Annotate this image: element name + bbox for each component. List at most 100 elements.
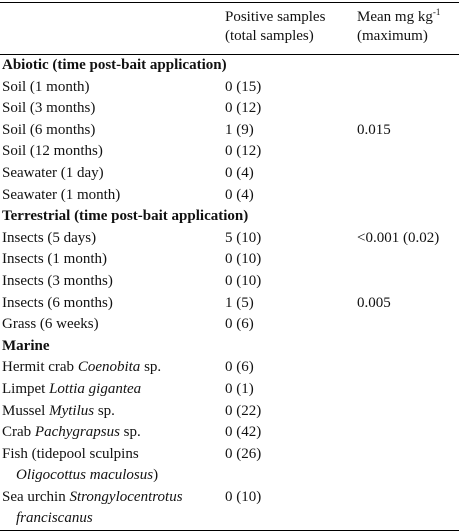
data-row: Fish (tidepool sculpins Oligocottus macul…	[0, 444, 459, 487]
positive-cell: 1 (9)	[225, 121, 254, 138]
species-name: Coenobita	[77, 359, 141, 376]
label-cell: Mussel Mytilus sp.	[0, 401, 223, 423]
label-cell: Insects (6 months)	[0, 293, 223, 315]
label-line: Soil (6 months)	[2, 120, 221, 142]
data-row: Hermit crab Coenobita sp. 0 (6)	[0, 357, 459, 379]
label-cell: Insects (5 days)	[0, 228, 223, 250]
mean-cell	[355, 487, 459, 531]
data-row: Insects (3 months) 0 (10)	[0, 271, 459, 293]
label-line: Limpet Lottia gigantea	[2, 379, 221, 401]
mean-cell: <0.001 (0.02)	[357, 229, 440, 246]
label-line: Sea urchin Strongylocentrotus	[2, 487, 221, 509]
label-text: sp.	[94, 402, 115, 419]
label-cell: Soil (6 months)	[0, 120, 223, 142]
mean-cell	[355, 357, 459, 379]
label-cell: Soil (12 months)	[0, 141, 223, 163]
header-text: Mean mg kg-1	[357, 8, 457, 27]
positive-cell: 0 (42)	[225, 424, 262, 441]
positive-cell: 0 (4)	[225, 186, 254, 203]
label-text: Soil (3 months)	[2, 100, 96, 117]
positive-cell: 1 (5)	[225, 294, 254, 311]
label-text: sp.	[140, 359, 162, 376]
label-line: Soil (12 months)	[2, 141, 221, 163]
label-line: Hermit crab Coenobita sp.	[2, 357, 221, 379]
mean-cell: 0.005	[357, 294, 391, 311]
label-text: Seawater (1 day)	[2, 164, 104, 181]
label-line: Soil (1 month)	[2, 77, 221, 99]
species-name: franciscanus	[16, 510, 93, 527]
mean-cell	[355, 77, 459, 99]
label-line: Insects (1 month)	[2, 249, 221, 271]
label-text: Fish (tidepool sculpins	[2, 445, 139, 462]
mean-cell	[355, 314, 459, 336]
mean-cell	[355, 249, 459, 271]
section-title: Terrestrial (time post-bait application)	[2, 208, 249, 225]
mean-cell	[355, 444, 459, 487]
label-line: Seawater (1 day)	[2, 163, 221, 185]
positive-cell: 0 (12)	[225, 100, 262, 117]
label-text: sp.	[119, 424, 141, 441]
positive-cell: 0 (10)	[225, 251, 262, 268]
label-line: Seawater (1 month)	[2, 185, 221, 207]
positive-cell: 0 (12)	[225, 143, 262, 160]
label-cell: Seawater (1 day)	[0, 163, 223, 185]
positive-cell: 0 (15)	[225, 78, 262, 95]
label-cell: Soil (1 month)	[0, 77, 223, 99]
species-name: Lottia gigantea	[49, 380, 142, 397]
mean-cell	[355, 379, 459, 401]
positive-cell: 0 (1)	[225, 380, 254, 397]
positive-cell: 0 (4)	[225, 164, 254, 181]
header-cell	[0, 3, 223, 55]
positive-cell: 0 (6)	[225, 316, 254, 333]
section-row: Abiotic (time post-bait application)	[0, 55, 459, 77]
data-row: Mussel Mytilus sp. 0 (22)	[0, 401, 459, 423]
label-line: Soil (3 months)	[2, 98, 221, 120]
label-line: Crab Pachygrapsus sp.	[2, 422, 221, 444]
data-row: Soil (3 months) 0 (12)	[0, 98, 459, 120]
label-cell: Insects (1 month)	[0, 249, 223, 271]
label-text: Insects (1 month)	[2, 251, 107, 268]
section-title: Abiotic (time post-bait application)	[2, 57, 227, 73]
section-row: Marine	[0, 336, 459, 358]
data-row: Insects (6 months) 1 (5) 0.005	[0, 293, 459, 315]
label-line: Mussel Mytilus sp.	[2, 401, 221, 423]
data-row: Insects (1 month) 0 (10)	[0, 249, 459, 271]
mean-cell	[355, 98, 459, 120]
label-cell: Insects (3 months)	[0, 271, 223, 293]
label-line: Insects (5 days)	[2, 228, 221, 250]
label-text: Insects (3 months)	[2, 272, 113, 289]
label-cell: Soil (3 months)	[0, 98, 223, 120]
label-text: Limpet	[2, 380, 50, 397]
label-text: )	[153, 467, 159, 484]
label-text: Grass (6 weeks)	[2, 316, 99, 333]
label-text: Soil (6 months)	[2, 121, 96, 138]
positive-cell: 0 (22)	[225, 402, 262, 419]
mean-cell: 0.015	[357, 121, 391, 138]
section-title: Marine	[2, 337, 50, 354]
header-text: (total samples)	[225, 28, 314, 44]
label-text: Insects (5 days)	[2, 229, 97, 246]
positive-cell: 0 (6)	[225, 359, 254, 376]
label-line: Oligocottus maculosus)	[2, 465, 221, 487]
header-text: Positive samples	[225, 9, 326, 25]
label-cell: Sea urchin Strongylocentrotus franciscanu…	[0, 487, 223, 531]
label-text: Soil (1 month)	[2, 78, 90, 95]
data-row: Seawater (1 month) 0 (4)	[0, 185, 459, 207]
positive-cell: 5 (10)	[225, 229, 262, 246]
header-cell: Positive samples (total samples)	[223, 3, 355, 55]
label-cell: Crab Pachygrapsus sp.	[0, 422, 223, 444]
section-row: Terrestrial (time post-bait application)	[0, 206, 459, 228]
data-row: Limpet Lottia gigantea 0 (1)	[0, 379, 459, 401]
label-cell: Hermit crab Coenobita sp.	[0, 357, 223, 379]
label-text: Seawater (1 month)	[2, 186, 121, 203]
header-text: (maximum)	[357, 28, 428, 44]
header-row: Positive samples (total samples) Mean mg…	[0, 3, 459, 55]
header-cell: Mean mg kg-1 (maximum)	[355, 3, 459, 55]
mean-cell	[355, 141, 459, 163]
species-name: Pachygrapsus	[34, 424, 120, 441]
label-text: Crab	[2, 424, 35, 441]
label-line: franciscanus	[2, 508, 221, 530]
mean-cell	[355, 401, 459, 423]
positive-cell: 0 (10)	[225, 488, 262, 505]
